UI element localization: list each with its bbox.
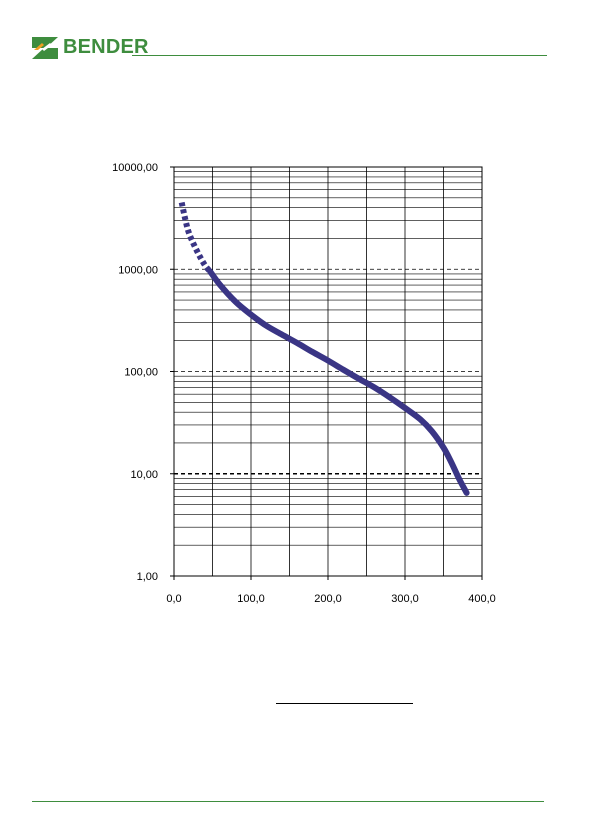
brand-name: BENDER xyxy=(63,36,149,58)
y-tick-label: 10000,00 xyxy=(112,162,158,174)
chart: 1,00 10,00 100,00 1000,00 10000,00 0,0 100,0 20… xyxy=(112,162,496,605)
y-tick-label: 1,00 xyxy=(137,571,158,583)
x-tick-label: 100,0 xyxy=(237,593,265,605)
y-tick-label: 10,00 xyxy=(130,469,158,481)
bender-logo: BENDER xyxy=(32,36,149,59)
curve-solid-segment xyxy=(207,268,470,496)
x-tick-label: 0,0 xyxy=(166,593,181,605)
y-tick-label: 100,00 xyxy=(124,367,158,379)
header-rule xyxy=(132,55,547,56)
x-tick-label: 300,0 xyxy=(391,593,419,605)
footer-rule xyxy=(32,801,544,802)
y-tick-label: 1000,00 xyxy=(118,264,158,276)
x-tick-label: 200,0 xyxy=(314,593,342,605)
blank-line xyxy=(276,703,413,704)
bender-logo-icon xyxy=(32,36,58,59)
curve-dotted-segment xyxy=(178,201,213,274)
x-tick-label: 400,0 xyxy=(468,593,496,605)
